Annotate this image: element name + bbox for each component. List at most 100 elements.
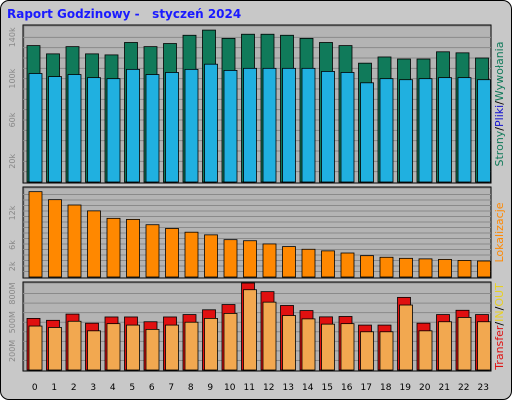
bar-in — [165, 324, 179, 371]
bar-pliki — [48, 76, 62, 183]
x-tick-labels: 0 1 2 3 4 5 6 7 8 9 10 11 12 13 14 15 16 17 18 19 20 21 22 23 — [32, 383, 489, 393]
bar-lokalizacje — [418, 258, 433, 278]
x-tick-label: 21 — [439, 383, 450, 393]
x-tick-label: 1 — [51, 383, 57, 393]
bar-in — [67, 320, 82, 371]
bar-pliki — [106, 78, 121, 183]
x-tick-label: 8 — [188, 383, 194, 393]
y-tick-label: 12k — [8, 205, 17, 220]
bar-pliki — [360, 82, 374, 183]
bar-in — [48, 327, 62, 371]
side-label-part: / — [493, 306, 506, 310]
bar-lokalizacje — [48, 199, 62, 278]
bar-in — [360, 331, 374, 371]
bar-lokalizacje — [399, 257, 413, 278]
side-label-part: Wywołania — [493, 42, 506, 102]
bar-lokalizacje — [360, 255, 374, 278]
bar-in — [223, 313, 238, 371]
side-label: Transfer/IN/OUT — [493, 283, 506, 371]
bar-in — [301, 318, 316, 371]
x-tick-label: 15 — [322, 383, 333, 393]
x-tick-label: 9 — [207, 383, 213, 393]
plot-area — [22, 281, 492, 372]
bar-pliki — [379, 78, 394, 183]
chart-title: Raport Godzinowy - styczeń 2024 — [7, 7, 242, 21]
side-label: Strony/Pliki/Wywołania — [493, 42, 506, 167]
x-tick-label: 23 — [478, 383, 489, 393]
x-tick-label: 19 — [400, 383, 412, 393]
side-label: Lokalizacje — [493, 202, 506, 262]
x-tick-label: 14 — [302, 383, 314, 393]
bar-pliki — [262, 67, 277, 183]
side-label-part: Transfer — [493, 325, 506, 371]
bar-pliki — [243, 67, 257, 183]
bar-pliki — [457, 77, 472, 183]
bar-lokalizacje — [301, 248, 316, 278]
bar-pliki — [477, 79, 491, 183]
bar-in — [418, 330, 433, 371]
bar-pliki — [223, 70, 238, 183]
bar-lokalizacje — [165, 228, 179, 278]
bar-lokalizacje — [457, 260, 472, 278]
bar-lokalizacje — [67, 204, 82, 278]
x-tick-label: 18 — [380, 383, 392, 393]
bar-lokalizacje — [340, 252, 355, 278]
bar-in — [106, 323, 121, 371]
bar-pliki — [184, 68, 199, 183]
bar-lokalizacje — [204, 234, 218, 278]
y-tick-label: 800M — [8, 282, 17, 304]
y-tick-label: 500M — [8, 311, 17, 333]
bar-pliki — [282, 67, 296, 183]
bar-in — [28, 325, 43, 371]
bar-in — [379, 331, 394, 371]
side-label-part: OUT — [493, 283, 506, 307]
bar-in — [243, 289, 257, 371]
y-tick-label: 100k — [8, 68, 17, 88]
bar-lokalizacje — [184, 231, 199, 278]
bar-lokalizacje — [379, 256, 394, 278]
bar-pliki — [87, 77, 101, 183]
panel-1: 2k 6k 12k Lokalizacje — [8, 186, 506, 279]
side-label-part: IN — [493, 310, 506, 321]
bar-lokalizacje — [477, 260, 491, 278]
x-tick-label: 16 — [341, 383, 353, 393]
y-tick-label: 200M — [8, 340, 17, 362]
bar-in — [477, 321, 491, 371]
bar-in — [204, 317, 218, 371]
side-label-part: / — [493, 127, 506, 131]
chart-panels: 20k60k100k140kStrony/Pliki/Wywołania2k6k… — [8, 24, 506, 372]
bar-pliki — [301, 67, 316, 183]
bar-pliki — [204, 63, 218, 183]
bar-in — [184, 321, 199, 371]
bar-in — [457, 317, 472, 371]
bar-lokalizacje — [321, 250, 335, 278]
x-tick-label: 17 — [361, 383, 372, 393]
bar-lokalizacje — [243, 240, 257, 278]
bar-pliki — [399, 79, 413, 183]
y-tick-label: 6k — [8, 240, 17, 250]
bar-lokalizacje — [282, 246, 296, 278]
bar-pliki — [438, 77, 452, 183]
x-tick-label: 12 — [263, 383, 274, 393]
bar-in — [126, 324, 140, 371]
bar-in — [262, 301, 277, 371]
y-tick-label: 60k — [8, 112, 17, 127]
side-label-part: / — [493, 101, 506, 105]
x-tick-label: 7 — [168, 383, 174, 393]
bar-lokalizacje — [106, 217, 121, 278]
x-tick-label: 10 — [224, 383, 236, 393]
x-tick-label: 0 — [32, 383, 38, 393]
bar-lokalizacje — [126, 218, 140, 278]
bar-in — [321, 323, 335, 371]
bar-pliki — [340, 72, 355, 183]
bar-pliki — [67, 74, 82, 183]
y-tick-label: 2k — [8, 261, 17, 271]
side-label-part: Pliki — [493, 105, 506, 127]
y-tick-label: 20k — [8, 154, 17, 169]
x-tick-label: 11 — [244, 383, 255, 393]
bar-lokalizacje — [223, 239, 238, 278]
x-tick-label: 5 — [129, 383, 135, 393]
